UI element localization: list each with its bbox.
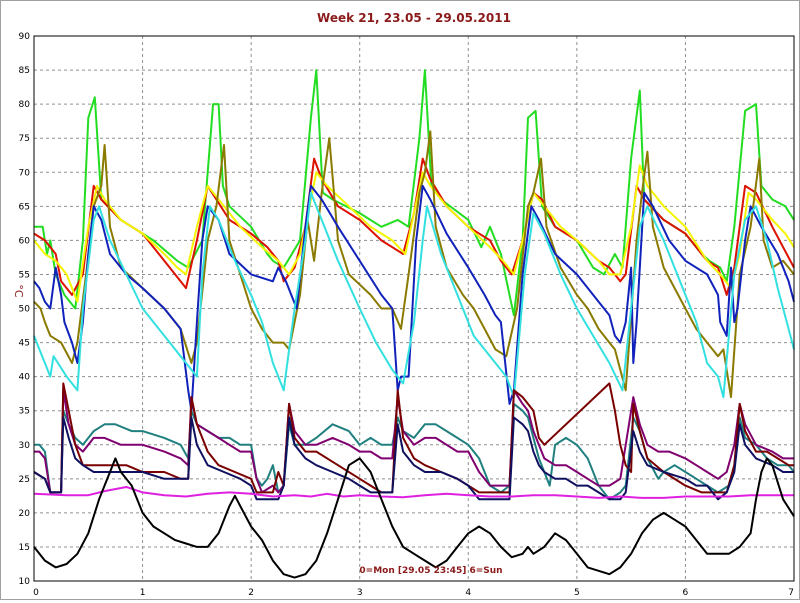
x-tick-label: 7 <box>788 588 794 598</box>
series-line <box>33 457 795 579</box>
series-line <box>34 402 795 501</box>
plot-frame <box>33 35 795 582</box>
series-line <box>33 416 794 501</box>
y-tick-label: 15 <box>19 543 30 553</box>
grid <box>34 36 794 581</box>
x-tick-label: 6 <box>683 588 689 598</box>
y-axis-label: °C <box>12 284 25 298</box>
series-line <box>33 164 795 303</box>
y-tick-label: 60 <box>19 236 31 246</box>
y-tick-label: 40 <box>19 373 31 383</box>
x-tick-label: 0 <box>33 588 39 598</box>
y-tick-label: 50 <box>19 305 31 315</box>
chart-title: Week 21, 23.05 - 29.05.2011 <box>317 11 511 25</box>
y-tick-label: 90 <box>19 32 31 42</box>
series-line <box>33 184 795 412</box>
x-tick-label: 1 <box>140 588 146 598</box>
y-tick-label: 80 <box>19 100 31 110</box>
y-tick-label: 65 <box>19 202 30 212</box>
y-tick-label: 35 <box>19 407 30 417</box>
x-tick-label: 3 <box>357 588 363 598</box>
y-tick-label: 55 <box>19 270 30 280</box>
y-tick-label: 45 <box>19 339 30 349</box>
series-line <box>33 486 794 499</box>
x-axis-caption: 0=Mon [29.05 23:45] 6=Sun <box>359 566 502 576</box>
y-tick-label: 30 <box>19 441 31 451</box>
y-tick-label: 25 <box>19 475 30 485</box>
y-tick-label: 70 <box>19 168 31 178</box>
x-tick-label: 5 <box>574 588 580 598</box>
y-tick-label: 20 <box>19 509 31 519</box>
x-tick-label: 4 <box>465 588 471 598</box>
y-tick-label: 85 <box>19 66 30 76</box>
y-tick-label: 75 <box>19 134 30 144</box>
series-line <box>33 157 795 296</box>
series-line <box>33 191 795 399</box>
x-tick-label: 2 <box>248 588 254 598</box>
series-lines <box>33 69 795 579</box>
series-line <box>33 382 794 494</box>
y-tick-label: 10 <box>19 577 31 587</box>
